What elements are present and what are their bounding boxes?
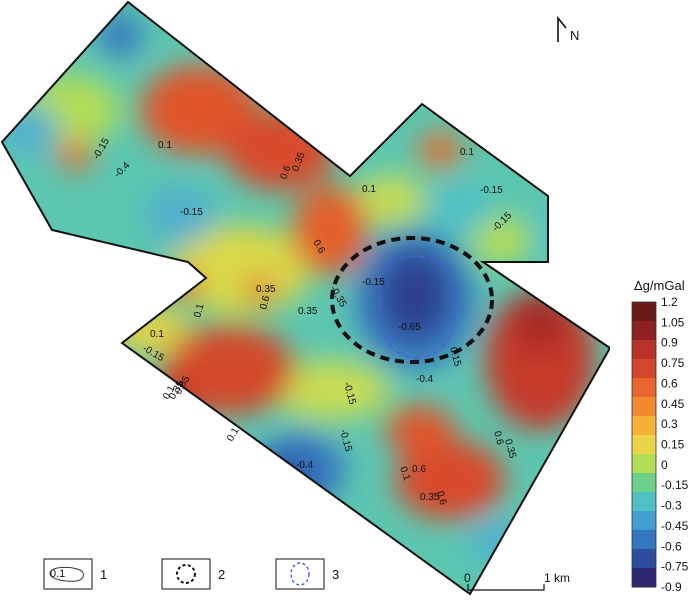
survey-boundary xyxy=(0,0,610,596)
black-dashed-circle-icon xyxy=(176,564,196,584)
colorbar-tick-label: 0.9 xyxy=(661,336,678,350)
contour-label: 0.1 xyxy=(150,329,164,340)
colorbar-tick-label: -0.45 xyxy=(661,519,689,533)
contour-label: 0.6 xyxy=(434,490,448,507)
colorbar-swatches xyxy=(631,301,657,588)
colorbar: Δg/mGal 1.2 1.05 0.9 0.75 0.6 0.45 0.3 0.15 0 -0.… xyxy=(631,278,689,594)
colorbar-swatch xyxy=(632,321,656,341)
contour-label: 0.6 xyxy=(278,164,293,181)
contour-label: 0.1 xyxy=(460,147,474,158)
north-arrow-icon xyxy=(557,15,567,42)
colorbar-swatch xyxy=(632,378,656,398)
contour-label: 0.1 xyxy=(397,465,412,482)
colorbar-tick-label: 0.6 xyxy=(661,376,678,390)
scale-start: 0 xyxy=(464,571,471,585)
colorbar-title: Δg/mGal xyxy=(634,278,685,293)
north-arrow: N xyxy=(557,15,579,43)
colorbar-swatch xyxy=(632,302,656,322)
legend-number-1: 1 xyxy=(100,567,107,582)
target-circle xyxy=(330,236,494,364)
contour-label: 0.35 xyxy=(420,492,440,503)
contour-label: 0.35 xyxy=(298,306,318,317)
contour-label: 0.1 xyxy=(158,140,172,151)
scale-bar: 0 1 km xyxy=(464,571,570,591)
colorbar-tick-label: 0.75 xyxy=(661,356,685,370)
colorbar-tick-label: -0.6 xyxy=(661,539,682,553)
colorbar-tick-label: 0.3 xyxy=(661,417,678,431)
contour-label: -0.65 xyxy=(398,322,421,333)
contour-label: 0.35 xyxy=(502,438,518,460)
contour-label: -0.4 xyxy=(416,374,434,385)
legend: 0.1 1 2 3 xyxy=(43,558,339,590)
contour-label: -0.15 xyxy=(180,207,203,218)
contour-label: 0.6 xyxy=(412,464,426,475)
colorbar-swatch xyxy=(632,397,656,417)
colorbar-swatch xyxy=(632,340,656,360)
colorbar-swatch xyxy=(632,359,656,379)
low-anomaly-outline xyxy=(379,255,457,359)
colorbar-swatch xyxy=(632,511,656,531)
colorbar-swatch xyxy=(632,473,656,493)
colorbar-swatch xyxy=(632,568,656,588)
contour-label: -0.15 xyxy=(480,185,503,196)
legend-swatch-text: 0.1 xyxy=(50,568,65,580)
colorbar-tick-label: 1.05 xyxy=(661,315,685,329)
colorbar-tick-label: 0.45 xyxy=(661,397,685,411)
colorbar-tick-label: -0.9 xyxy=(661,580,682,594)
contour-label: -0.15 xyxy=(362,277,385,288)
north-label: N xyxy=(570,28,579,43)
legend-number-3: 3 xyxy=(332,567,339,582)
contour-label: 0.1 xyxy=(362,184,376,195)
legend-number-2: 2 xyxy=(218,567,225,582)
colorbar-swatch xyxy=(632,416,656,436)
blue-dashed-outline-icon xyxy=(290,562,310,586)
colorbar-swatch xyxy=(632,530,656,550)
contour-label: 0.35 xyxy=(256,284,276,295)
colorbar-tick-label: -0.3 xyxy=(661,499,682,513)
colorbar-frame xyxy=(631,301,657,588)
scale-end: 1 km xyxy=(544,571,570,585)
colorbar-tick-label: 0.15 xyxy=(661,438,685,452)
colorbar-swatch xyxy=(632,454,656,474)
colorbar-swatch xyxy=(632,435,656,455)
contour-label: 0.6 xyxy=(491,430,505,447)
contour-labels: -0.15 -0.4 0.1 0.35 0.6 -0.15 -0.15 0.1 … xyxy=(91,136,518,507)
contour-line-icon xyxy=(49,566,84,582)
contour-label: -0.4 xyxy=(296,460,314,471)
colorbar-tick-label: -0.15 xyxy=(661,478,689,492)
anomaly-field xyxy=(2,2,610,594)
colorbar-tick-label: 0 xyxy=(661,458,668,472)
gravity-anomaly-map: -0.15 -0.4 0.1 0.35 0.6 -0.15 -0.15 0.1 … xyxy=(0,0,610,596)
contour-label: 0.6 xyxy=(258,294,272,311)
colorbar-tick-label: 1.2 xyxy=(661,295,678,309)
contour-label: 0.1 xyxy=(192,302,206,319)
contour-label: 0.15 xyxy=(447,346,463,368)
colorbar-swatch xyxy=(632,492,656,512)
colorbar-tick-label: -0.75 xyxy=(661,560,689,574)
colorbar-swatch xyxy=(632,549,656,569)
colorbar-ticks: 1.2 1.05 0.9 0.75 0.6 0.45 0.3 0.15 0 -0.15 -0.3 -0… xyxy=(661,295,689,594)
